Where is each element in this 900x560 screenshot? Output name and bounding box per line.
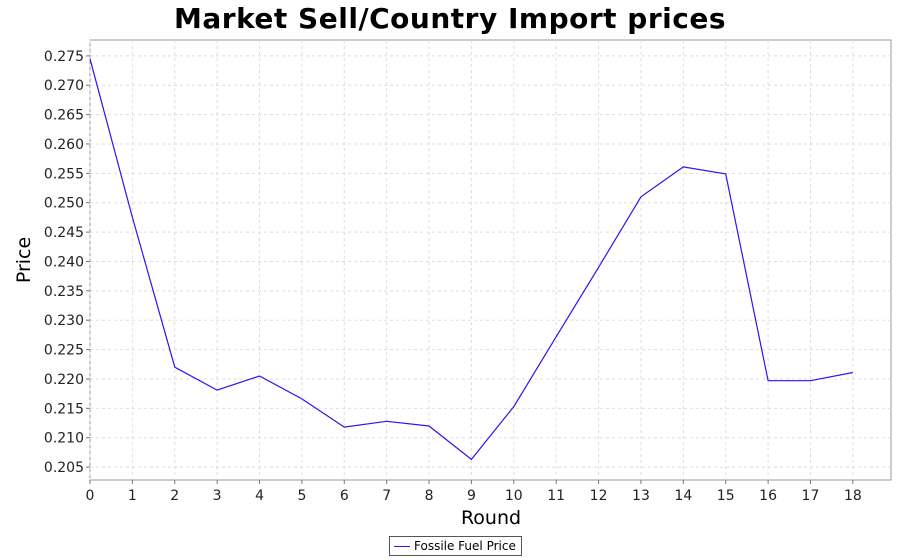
plot-area — [89, 39, 892, 481]
x-tick-label: 14 — [674, 488, 692, 504]
legend: Fossile Fuel Price — [389, 536, 522, 556]
x-axis-title: Round — [461, 507, 521, 529]
y-tick-label: 0.230 — [44, 313, 84, 329]
y-tick-label: 0.275 — [44, 49, 84, 65]
y-tick-label: 0.240 — [44, 254, 84, 270]
x-tick-label: 12 — [590, 488, 608, 504]
x-tick-label: 3 — [213, 488, 222, 504]
y-axis: 0.205 0.210 0.215 0.220 0.225 0.230 0.235 0.240… — [44, 49, 90, 476]
y-tick-label: 0.260 — [44, 137, 84, 153]
grid-lines — [89, 40, 891, 480]
y-tick-label: 0.225 — [44, 343, 84, 359]
y-tick-label: 0.270 — [44, 78, 84, 94]
x-tick-label: 10 — [505, 488, 523, 504]
x-tick-label: 13 — [632, 488, 650, 504]
x-tick-label: 2 — [170, 488, 179, 504]
x-axis: 0 1 2 3 4 5 6 7 8 9 10 11 12 13 14 15 16 17 18 — [86, 480, 862, 504]
x-tick-label: 16 — [759, 488, 777, 504]
x-tick-label: 1 — [128, 488, 137, 504]
series-line — [89, 58, 854, 461]
legend-swatch — [394, 545, 410, 547]
y-tick-label: 0.215 — [44, 401, 84, 417]
y-tick-label: 0.205 — [44, 460, 84, 476]
x-tick-label: 6 — [340, 488, 349, 504]
x-tick-label: 7 — [382, 488, 391, 504]
x-tick-label: 8 — [425, 488, 434, 504]
y-tick-label: 0.245 — [44, 225, 84, 241]
y-tick-label: 0.235 — [44, 284, 84, 300]
x-tick-label: 4 — [255, 488, 264, 504]
series-layer — [89, 58, 854, 461]
x-tick-label: 15 — [717, 488, 735, 504]
y-tick-label: 0.220 — [44, 372, 84, 388]
y-tick-label: 0.265 — [44, 108, 84, 124]
chart-title: Market Sell/Country Import prices — [174, 2, 726, 35]
y-tick-label: 0.255 — [44, 166, 84, 182]
y-tick-label: 0.250 — [44, 196, 84, 212]
x-tick-label: 5 — [297, 488, 306, 504]
x-tick-label: 11 — [547, 488, 565, 504]
x-tick-label: 0 — [86, 488, 95, 504]
x-tick-label: 9 — [467, 488, 476, 504]
y-axis-title: Price — [13, 237, 35, 283]
x-tick-label: 17 — [802, 488, 820, 504]
x-tick-label: 18 — [844, 488, 862, 504]
y-tick-label: 0.210 — [44, 431, 84, 447]
legend-label: Fossile Fuel Price — [414, 539, 516, 553]
